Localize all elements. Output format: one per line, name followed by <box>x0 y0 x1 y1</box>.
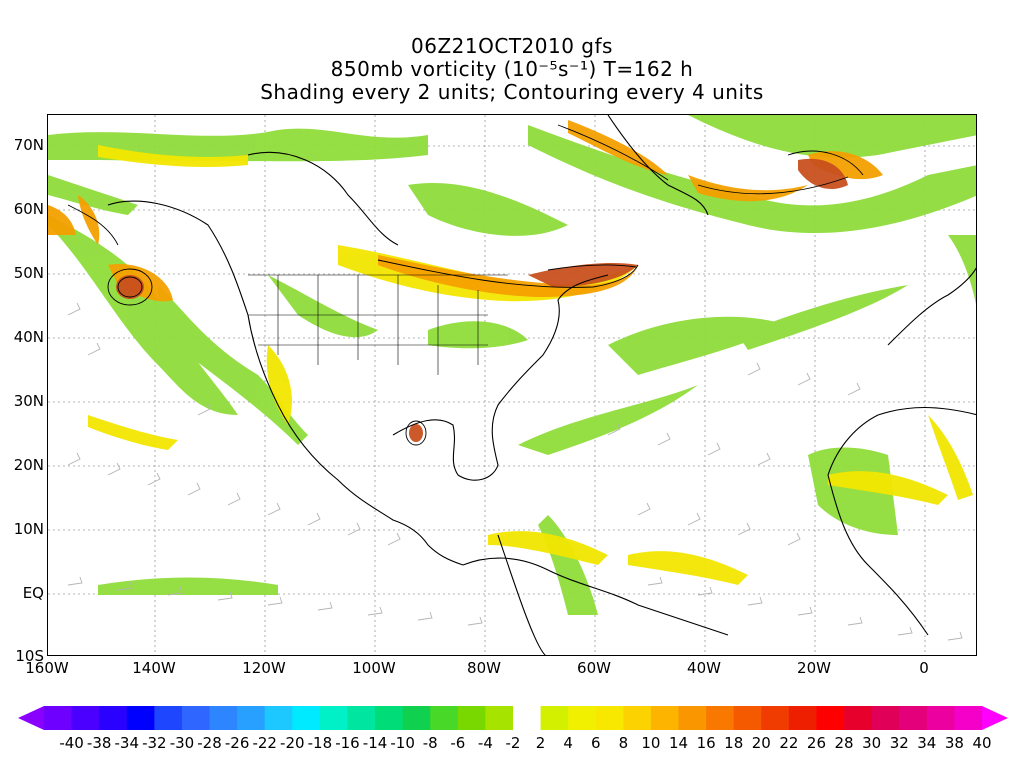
colorbar-label-28: 28 <box>834 734 854 752</box>
lon-label-5: 60W <box>577 659 611 677</box>
colorbar-label-4: -30 <box>169 734 195 752</box>
colorbar-swatch-28 <box>816 706 845 730</box>
colorbar-label-15: -4 <box>477 734 493 752</box>
colorbar-label-19: 6 <box>590 734 601 752</box>
lon-label-1: 140W <box>132 659 176 677</box>
colorbar-label-25: 20 <box>751 734 771 752</box>
colorbar-swatch-13 <box>402 706 431 730</box>
lon-label-6: 40W <box>687 659 721 677</box>
lat-label-0: 70N <box>13 136 44 154</box>
colorbar-swatch-0 <box>44 706 73 730</box>
colorbar-swatch-23 <box>678 706 707 730</box>
lat-label-1: 60N <box>13 200 44 218</box>
political-borders <box>248 274 508 375</box>
coastlines <box>107 115 976 655</box>
colorbar-label-9: -18 <box>307 734 333 752</box>
colorbar-low-extend <box>18 706 44 730</box>
colorbar-swatch-14 <box>430 706 459 730</box>
colorbar-swatch-26 <box>761 706 790 730</box>
colorbar-swatch-33 <box>954 706 983 730</box>
colorbar-swatch-27 <box>788 706 817 730</box>
colorbar-label-11: -14 <box>362 734 388 752</box>
colorbar-label-21: 10 <box>641 734 661 752</box>
colorbar-label-30: 32 <box>889 734 909 752</box>
colorbar-swatch-20 <box>595 706 624 730</box>
colorbar-label-24: 18 <box>724 734 744 752</box>
chart-title-line-1: 06Z21OCT2010 gfs <box>411 34 613 58</box>
lat-label-7: EQ <box>22 584 44 602</box>
colorbar-label-33: 40 <box>972 734 992 752</box>
colorbar-label-1: -38 <box>86 734 112 752</box>
lon-label-3: 100W <box>352 659 396 677</box>
colorbar-label-5: -28 <box>197 734 222 752</box>
colorbar-swatch-9 <box>292 706 321 730</box>
lon-label-0: 160W <box>25 659 69 677</box>
colorbar-swatch-3 <box>126 706 155 730</box>
colorbar-label-27: 26 <box>806 734 827 752</box>
lat-label-4: 30N <box>13 392 44 410</box>
chart-title-line-3: Shading every 2 units; Contouring every … <box>260 80 764 104</box>
colorbar-label-7: -22 <box>252 734 277 752</box>
colorbar-swatch-15 <box>457 706 486 730</box>
colorbar-swatch-22 <box>650 706 680 730</box>
lat-label-8: 10S <box>15 647 44 665</box>
colorbar-label-0: -40 <box>59 734 84 752</box>
colorbar-swatch-24 <box>706 706 735 730</box>
colorbar-label-31: 34 <box>917 734 937 752</box>
colorbar-label-22: 14 <box>668 734 689 752</box>
colorbar-label-29: 30 <box>862 734 882 752</box>
colorbar-label-2: -34 <box>114 734 140 752</box>
colorbar-swatch-6 <box>209 706 238 730</box>
colorbar-label-23: 16 <box>696 734 716 752</box>
colorbar-swatch-4 <box>154 706 183 730</box>
lon-label-8: 0 <box>919 659 929 677</box>
colorbar-label-14: -6 <box>450 734 466 752</box>
colorbar-swatch-8 <box>264 706 293 730</box>
colorbar-swatch-11 <box>347 706 376 730</box>
colorbar-swatch-30 <box>871 706 900 730</box>
vorticity-contours <box>67 124 864 446</box>
colorbar-swatch-16 <box>485 706 514 730</box>
colorbar-label-17: 2 <box>535 734 546 752</box>
colorbar-label-16: -2 <box>505 734 521 752</box>
colorbar-swatch-29 <box>844 706 873 730</box>
colorbar-swatch-5 <box>181 706 211 730</box>
colorbar-swatch-17 <box>513 706 542 730</box>
chart-title-line-2: 850mb vorticity (10⁻⁵s⁻¹) T=162 h <box>330 57 694 81</box>
lon-label-2: 120W <box>242 659 286 677</box>
lat-label-6: 10N <box>13 520 44 538</box>
colorbar-swatch-21 <box>623 706 652 730</box>
colorbar-label-32: 38 <box>944 734 964 752</box>
colorbar-label-26: 22 <box>779 734 799 752</box>
colorbar-high-extend <box>982 706 1008 730</box>
colorbar-label-10: -16 <box>335 734 360 752</box>
colorbar-label-13: -8 <box>422 734 438 752</box>
colorbar-label-20: 8 <box>618 734 629 752</box>
lon-label-4: 80W <box>467 659 501 677</box>
lat-label-2: 50N <box>13 264 44 282</box>
wind-barbs <box>67 302 963 641</box>
lon-label-7: 20W <box>797 659 831 677</box>
colorbar-label-6: -26 <box>224 734 250 752</box>
negative-vorticity-shading <box>48 115 976 615</box>
colorbar-label-8: -20 <box>280 734 305 752</box>
colorbar-swatch-19 <box>568 706 597 730</box>
colorbar <box>18 706 1008 730</box>
lat-label-5: 20N <box>13 456 44 474</box>
lat-label-3: 40N <box>13 328 44 346</box>
colorbar-label-12: -10 <box>390 734 415 752</box>
colorbar-swatch-10 <box>319 706 348 730</box>
colorbar-swatch-1 <box>71 706 100 730</box>
vorticity-map <box>47 114 977 656</box>
colorbar-swatch-18 <box>540 706 569 730</box>
colorbar-swatch-32 <box>926 706 955 730</box>
map-canvas <box>48 115 976 655</box>
colorbar-label-3: -32 <box>142 734 167 752</box>
colorbar-label-18: 4 <box>563 734 573 752</box>
colorbar-swatch-7 <box>237 706 266 730</box>
colorbar-swatch-12 <box>375 706 404 730</box>
colorbar-swatch-25 <box>733 706 762 730</box>
colorbar-swatch-2 <box>99 706 128 730</box>
colorbar-swatch-31 <box>899 706 928 730</box>
